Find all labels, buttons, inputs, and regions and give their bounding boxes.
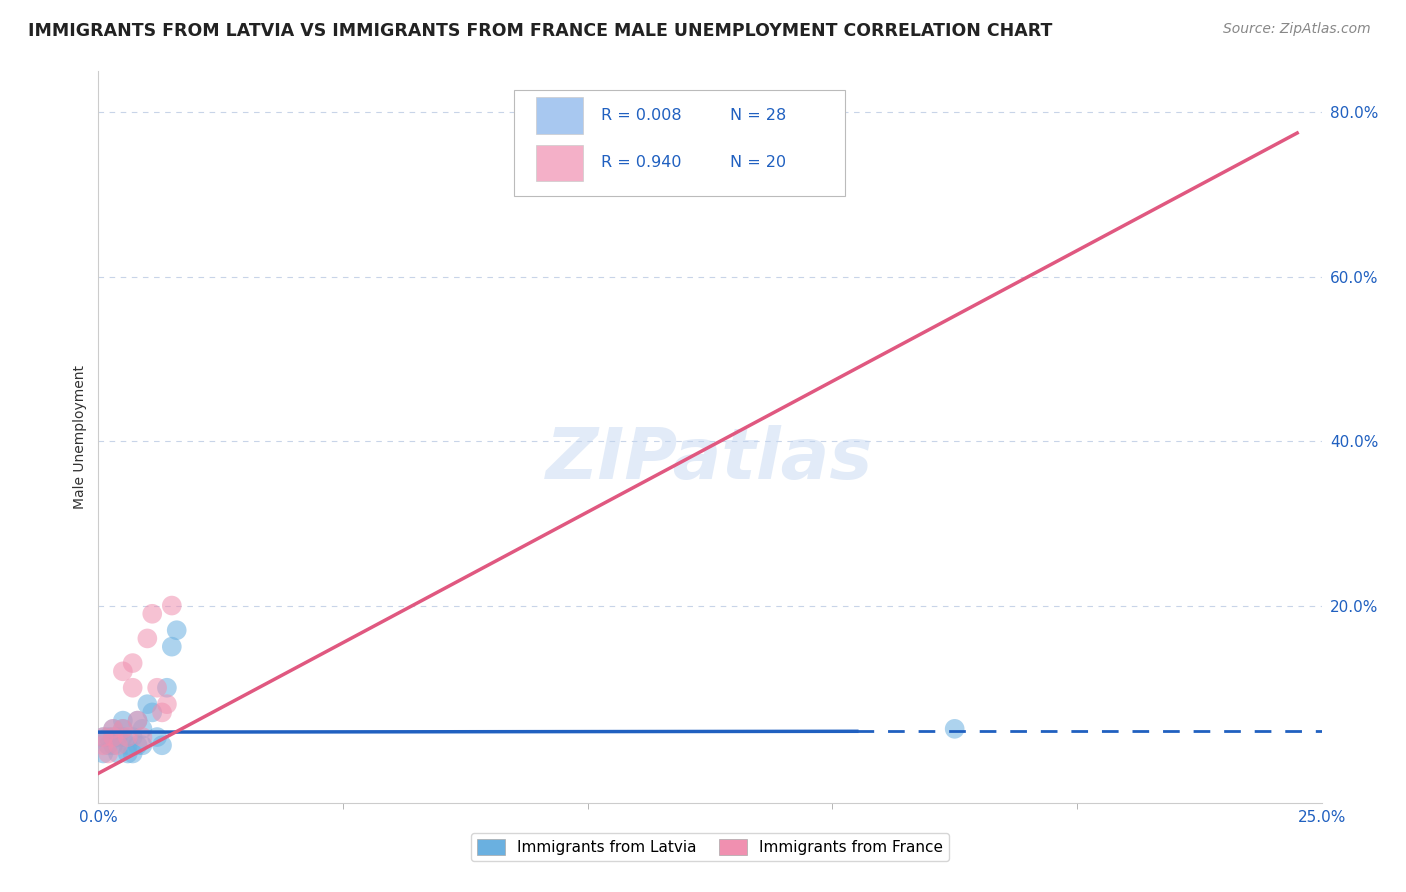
Point bbox=[127, 739, 149, 753]
Point bbox=[111, 714, 134, 728]
Text: R = 0.008: R = 0.008 bbox=[602, 108, 682, 123]
Point bbox=[121, 747, 143, 761]
Point bbox=[117, 739, 139, 753]
Point bbox=[166, 624, 188, 638]
Point bbox=[160, 599, 183, 613]
Text: R = 0.940: R = 0.940 bbox=[602, 155, 682, 170]
FancyBboxPatch shape bbox=[536, 145, 583, 181]
Point bbox=[91, 747, 114, 761]
Text: N = 20: N = 20 bbox=[730, 155, 786, 170]
Point bbox=[156, 681, 179, 695]
Point bbox=[107, 747, 129, 761]
Point bbox=[131, 730, 153, 744]
Point bbox=[97, 730, 120, 744]
Point bbox=[101, 730, 124, 744]
Point bbox=[117, 730, 139, 744]
Y-axis label: Male Unemployment: Male Unemployment bbox=[73, 365, 87, 509]
Text: IMMIGRANTS FROM LATVIA VS IMMIGRANTS FROM FRANCE MALE UNEMPLOYMENT CORRELATION C: IMMIGRANTS FROM LATVIA VS IMMIGRANTS FRO… bbox=[28, 22, 1053, 40]
Text: ZIPatlas: ZIPatlas bbox=[547, 425, 873, 493]
Legend: Immigrants from Latvia, Immigrants from France: Immigrants from Latvia, Immigrants from … bbox=[471, 833, 949, 861]
Point bbox=[91, 739, 114, 753]
Point bbox=[117, 747, 139, 761]
Point bbox=[107, 739, 129, 753]
Point bbox=[131, 722, 153, 736]
Point bbox=[121, 730, 143, 744]
Text: N = 28: N = 28 bbox=[730, 108, 786, 123]
Text: Source: ZipAtlas.com: Source: ZipAtlas.com bbox=[1223, 22, 1371, 37]
Point bbox=[97, 747, 120, 761]
Point bbox=[91, 730, 114, 744]
Point bbox=[160, 640, 183, 654]
Point bbox=[111, 665, 134, 679]
Point bbox=[943, 722, 966, 736]
Point bbox=[91, 730, 114, 744]
Point bbox=[146, 730, 169, 744]
Point bbox=[131, 739, 153, 753]
Point bbox=[121, 656, 143, 670]
Point bbox=[600, 171, 623, 186]
Point bbox=[107, 730, 129, 744]
Point bbox=[101, 730, 124, 744]
Point bbox=[141, 706, 163, 720]
FancyBboxPatch shape bbox=[536, 97, 583, 134]
Point bbox=[111, 722, 134, 736]
Point bbox=[136, 632, 159, 646]
Point bbox=[127, 714, 149, 728]
Point bbox=[121, 681, 143, 695]
Point bbox=[150, 706, 173, 720]
Point bbox=[97, 739, 120, 753]
Point bbox=[111, 730, 134, 744]
Point bbox=[101, 722, 124, 736]
FancyBboxPatch shape bbox=[515, 90, 845, 195]
Point bbox=[101, 739, 124, 753]
Point bbox=[150, 739, 173, 753]
Point bbox=[146, 681, 169, 695]
Point bbox=[141, 607, 163, 621]
Point bbox=[111, 722, 134, 736]
Point bbox=[156, 697, 179, 711]
Point bbox=[127, 714, 149, 728]
Point bbox=[101, 722, 124, 736]
Point bbox=[136, 697, 159, 711]
